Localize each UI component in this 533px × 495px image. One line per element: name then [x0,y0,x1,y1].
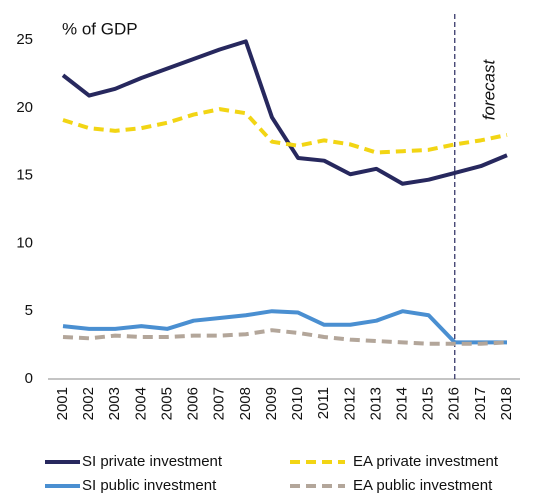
series-line [62,328,508,346]
y-axis-label: % of GDP [62,19,138,38]
x-tick-label: 2006 [185,387,202,420]
y-tick-label: 15 [16,167,33,184]
series-line [61,39,508,186]
x-tick-label: 2008 [237,387,254,420]
x-tick-label: 2017 [472,387,489,420]
y-tick-label: 10 [16,234,33,251]
x-tick-label: 2010 [289,387,306,420]
series-line [62,107,508,155]
x-tick-label: 2005 [158,387,175,420]
x-tick-label: 2013 [367,387,384,420]
x-tick-label: 2016 [446,387,463,420]
x-tick-label: 2012 [341,387,358,420]
y-tick-label: 0 [25,370,33,387]
legend-label: EA private investment [353,453,499,470]
series-line [62,309,507,345]
x-tick-label: 2003 [106,387,123,420]
x-tick-label: 2015 [420,387,437,420]
x-tick-label: 2014 [393,387,410,420]
x-tick-label: 2011 [315,387,332,419]
x-tick-label: 2004 [132,387,149,420]
legend-label: SI private investment [82,453,223,470]
legend-label: EA public investment [353,477,493,494]
legend-label: SI public investment [82,477,217,494]
x-tick-label: 2001 [54,387,71,420]
x-tick-label: 2009 [263,387,280,420]
y-tick-label: 25 [16,31,33,48]
x-tick-label: 2018 [498,387,515,420]
x-tick-label: 2002 [80,387,97,420]
forecast-label: forecast [479,58,498,120]
y-tick-label: 5 [25,302,33,319]
y-tick-label: 20 [16,99,33,116]
x-tick-label: 2007 [211,387,228,420]
